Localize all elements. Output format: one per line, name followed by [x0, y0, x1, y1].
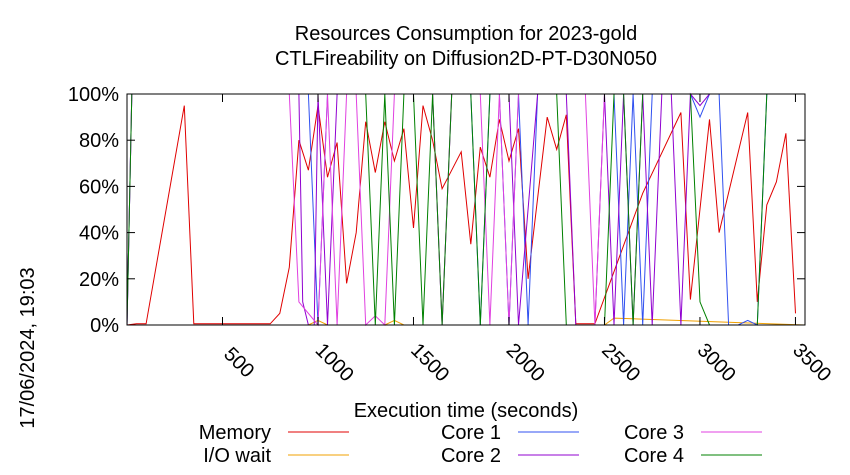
series-line-memory	[126, 105, 796, 326]
y-tick-label: 100%	[68, 84, 119, 106]
chart-subtitle: CTLFireability on Diffusion2D-PT-D30N050	[275, 48, 657, 70]
series-line-i-o-wait	[127, 317, 806, 326]
y-tick-label: 40%	[79, 223, 119, 245]
series-line-core-3	[126, 93, 805, 327]
series-layer	[126, 92, 806, 327]
legend-label-core-1: Core 1	[441, 422, 501, 444]
plot-frame	[126, 93, 806, 326]
legend-label-core-2: Core 2	[441, 445, 501, 467]
x-tick-label: 3000	[693, 339, 740, 386]
x-tick-label: 1500	[406, 339, 453, 386]
x-tick-label: 2500	[597, 339, 644, 386]
x-tick-label: 500	[219, 343, 258, 382]
x-tick-label: 1000	[311, 339, 358, 386]
legend-label-core-4: Core 4	[624, 445, 684, 467]
y-tick-label: 80%	[79, 130, 119, 152]
timestamp-label: 17/06/2024, 19:03	[17, 267, 39, 428]
legend-label-memory: Memory	[199, 422, 271, 444]
x-tick-label: 3500	[788, 339, 835, 386]
y-tick-label: 60%	[79, 176, 119, 198]
legend-label-i-o-wait: I/O wait	[203, 445, 271, 467]
x-axis-label: Execution time (seconds)	[354, 400, 579, 422]
chart-title: Resources Consumption for 2023-gold	[295, 23, 637, 45]
series-line-core-4	[126, 93, 805, 326]
series-line-core-1	[126, 93, 805, 326]
y-tick-label: 0%	[90, 315, 119, 337]
legend-label-core-3: Core 3	[624, 422, 684, 444]
series-line-core-2	[126, 92, 805, 326]
y-tick-label: 20%	[79, 269, 119, 291]
x-tick-label: 2000	[502, 339, 549, 386]
